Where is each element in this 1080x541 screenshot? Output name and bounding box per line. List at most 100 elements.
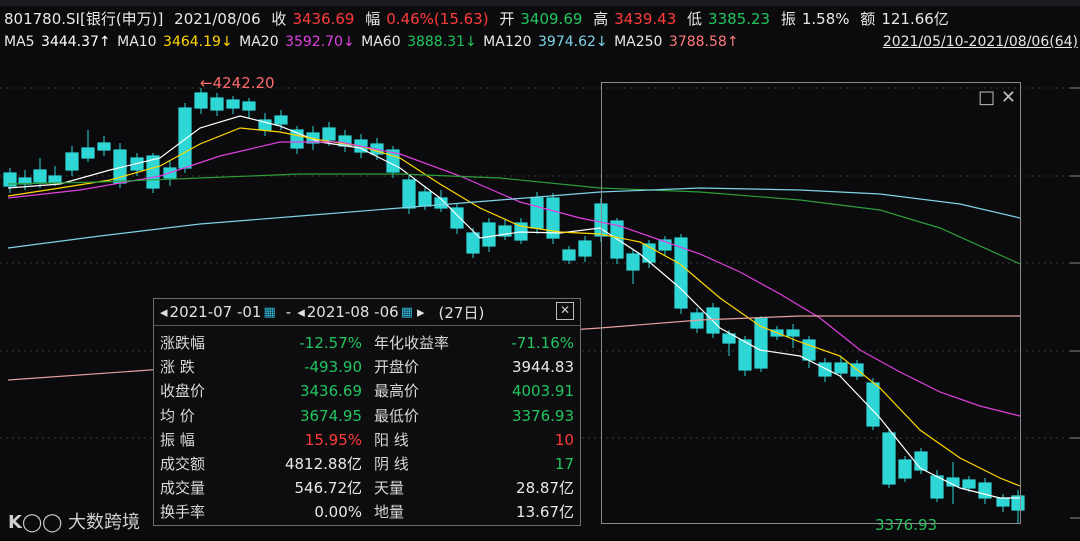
- candle-body: [178, 107, 192, 169]
- amp-label: 振: [780, 10, 796, 28]
- end-date[interactable]: 2021-08 -06: [306, 303, 399, 321]
- stats-row: 均 价 3674.95 最低价 3376.93: [160, 404, 574, 428]
- watermark-logo: K◯◯ 大数跨境: [8, 508, 140, 534]
- candle-body: [97, 142, 111, 151]
- ma250-label: MA250: [614, 34, 663, 50]
- candle-body: [194, 92, 208, 109]
- high-price-marker: ←4242.20: [200, 74, 275, 92]
- stat-label: 最低价: [374, 406, 420, 425]
- candle-body: [322, 127, 336, 141]
- ma120-label: MA120: [483, 34, 532, 50]
- ma5-value: 3444.37↑: [41, 34, 111, 50]
- ma60-value: 3888.31↓: [407, 34, 477, 50]
- candle-body: [722, 333, 736, 344]
- date-separator: -: [285, 303, 292, 321]
- candle-body: [530, 197, 544, 229]
- stat-value: -493.90: [304, 358, 362, 377]
- stat-label: 收盘价: [160, 382, 206, 401]
- ma60-line: [7, 173, 1021, 265]
- candle-body: [226, 99, 240, 109]
- candle-body: [962, 479, 976, 489]
- stat-label: 年化收益率: [374, 334, 450, 352]
- amp-value: 1.58%: [801, 10, 850, 28]
- prev-arrow-icon[interactable]: ◂: [160, 303, 168, 321]
- candle-body: [65, 152, 79, 171]
- ma5-label: MA5: [4, 34, 35, 50]
- stat-value: 4003.91: [511, 382, 574, 401]
- ma250-value: 3788.58↑: [668, 34, 739, 50]
- candle-body: [48, 175, 62, 183]
- toolbar-strip[interactable]: [0, 0, 1080, 6]
- stat-label: 涨跌幅: [160, 334, 206, 352]
- stat-value: 28.87亿: [516, 479, 574, 498]
- date-range-label[interactable]: 2021/05/10-2021/08/06(64): [882, 34, 1078, 50]
- stat-label: 成交额: [160, 455, 206, 473]
- range-selection-box[interactable]: □ ✕: [601, 82, 1021, 524]
- stat-label: 阳 线: [374, 430, 409, 449]
- kline-chart[interactable]: ←4242.20 3376.93: [0, 58, 1080, 541]
- close-value: 3436.69: [292, 10, 355, 28]
- ma120-line: [7, 187, 1021, 249]
- candle-body: [786, 329, 800, 337]
- next-arrow-icon[interactable]: ▸: [416, 303, 425, 321]
- candle-body: [562, 249, 576, 261]
- candle-body: [578, 240, 592, 257]
- maximize-icon[interactable]: □: [978, 87, 996, 108]
- high-label: 高: [593, 10, 609, 28]
- stat-value: 15.95%: [304, 430, 362, 449]
- stat-label: 换手率: [160, 503, 206, 522]
- start-date[interactable]: 2021-07 -01: [169, 303, 262, 321]
- stat-value: -71.16%: [511, 334, 574, 352]
- stat-value: 0.00%: [314, 503, 362, 522]
- stat-label: 阴 线: [374, 455, 409, 473]
- candle-body: [33, 169, 47, 183]
- close-icon[interactable]: ✕: [1000, 87, 1016, 108]
- amount-label: 额: [860, 10, 876, 28]
- ma60-label: MA60: [361, 34, 401, 50]
- candle-body: [738, 339, 752, 371]
- stats-row: 涨 跌 -493.90 开盘价 3944.83: [160, 355, 574, 379]
- stat-label: 天量: [374, 479, 405, 498]
- candle-body: [81, 147, 95, 159]
- index-code: 801780.SI[银行(申万)]: [4, 10, 164, 28]
- candle-body: [626, 253, 640, 271]
- ma20-label: MA20: [239, 34, 279, 50]
- range-stats-panel: ◂ 2021-07 -01 ▦ - ◂ 2021-08 -06 ▦ ▸ (27日…: [153, 298, 581, 526]
- candle-body: [978, 482, 992, 499]
- candle-body: [898, 459, 912, 479]
- stat-label: 开盘价: [374, 358, 420, 377]
- close-panel-icon[interactable]: ✕: [556, 302, 574, 320]
- calendar-icon-2[interactable]: ▦: [400, 304, 413, 320]
- stats-row: 收盘价 3436.69 最高价 4003.91: [160, 379, 574, 403]
- selection-controls: □ ✕: [978, 87, 1016, 108]
- candle-body: [546, 197, 560, 239]
- candle-body: [402, 179, 416, 209]
- watermark-text: 大数跨境: [67, 512, 140, 533]
- candle-body: [434, 197, 448, 209]
- stats-row: 振 幅 15.95% 阳 线 10: [160, 428, 574, 452]
- stat-value: 17: [554, 455, 574, 473]
- ma120-value: 3974.62↓: [538, 34, 608, 50]
- candle-body: [274, 115, 288, 125]
- low-value: 3385.23: [708, 10, 771, 28]
- amount-value: 121.66亿: [881, 10, 949, 28]
- candle-body: [882, 432, 896, 485]
- stat-label: 均 价: [160, 406, 195, 425]
- low-label: 低: [687, 10, 703, 28]
- calendar-icon[interactable]: ▦: [263, 304, 276, 320]
- stats-row: 涨跌幅 -12.57% 年化收益率 -71.16%: [160, 331, 574, 355]
- stat-value: 3944.83: [511, 358, 574, 377]
- pct-label: 幅: [365, 10, 381, 28]
- candle-body: [3, 172, 17, 187]
- candle-body: [450, 207, 464, 229]
- range-stats-header: ◂ 2021-07 -01 ▦ - ◂ 2021-08 -06 ▦ ▸ (27日…: [154, 299, 580, 326]
- ma20-value: 3592.70↓: [285, 34, 355, 50]
- stat-label: 涨 跌: [160, 358, 195, 377]
- ma20-line: [7, 141, 1021, 417]
- stat-label: 振 幅: [160, 430, 195, 449]
- stats-row: 成交量 546.72亿 天量 28.87亿: [160, 476, 574, 500]
- prev-arrow-icon-2[interactable]: ◂: [297, 303, 305, 321]
- candle-body: [658, 239, 672, 251]
- ma10-line: [7, 127, 1021, 487]
